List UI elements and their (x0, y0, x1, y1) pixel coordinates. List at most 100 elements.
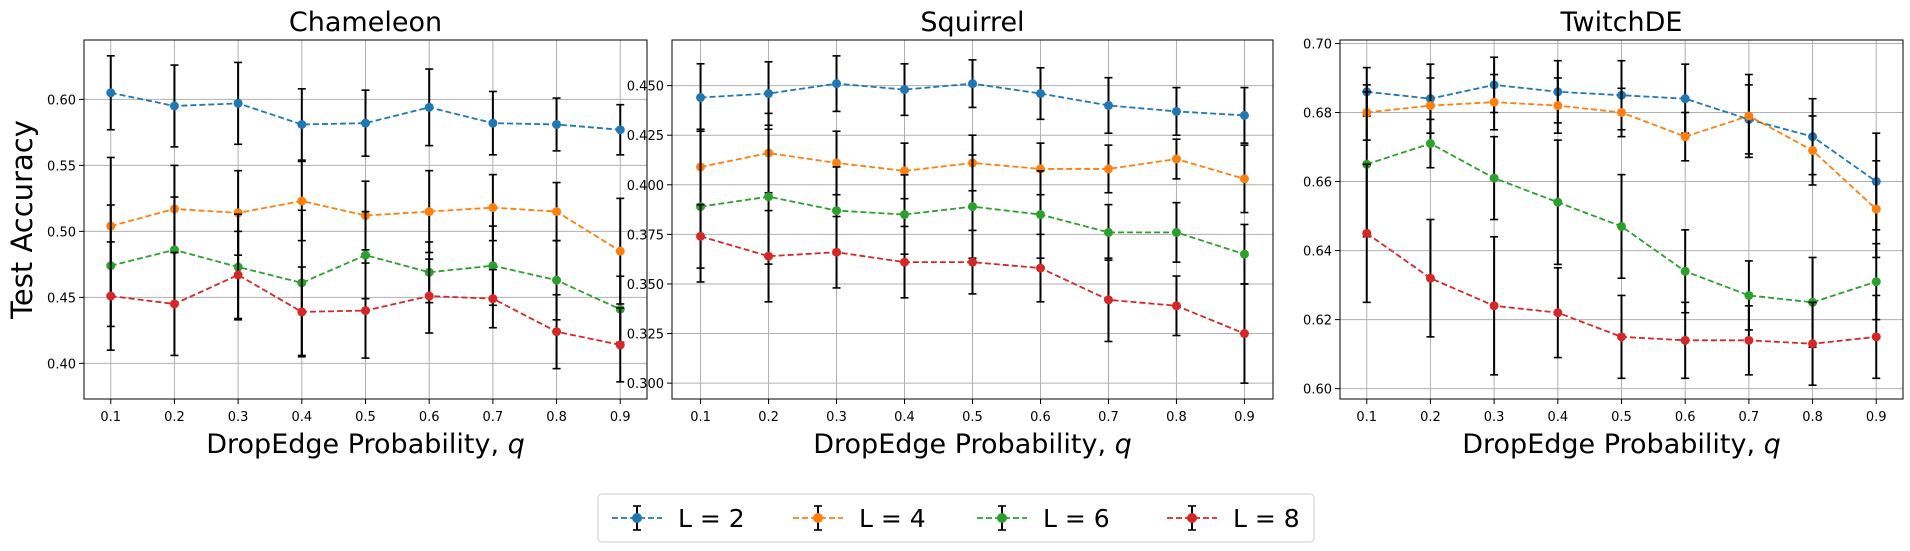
x-tick-label: 0.3 (826, 410, 847, 425)
data-point (968, 79, 977, 89)
x-tick-label: 0.7 (1739, 410, 1760, 425)
data-point (297, 307, 307, 317)
x-tick-label: 0.9 (1234, 410, 1255, 425)
data-point (1425, 139, 1435, 149)
data-point (832, 158, 842, 168)
data-point (1617, 221, 1626, 231)
x-tick-label: 0.2 (1420, 410, 1441, 425)
y-tick-label: 0.45 (47, 291, 76, 306)
y-tick-label: 0.60 (1303, 383, 1332, 398)
data-point (1680, 266, 1690, 276)
legend-entry-2: L = 4 (793, 504, 926, 533)
x-tick-label: 0.1 (100, 410, 121, 425)
x-tick-label: 0.6 (1675, 410, 1696, 425)
data-point (1489, 173, 1499, 183)
y-tick-label: 0.68 (1303, 106, 1332, 121)
data-point (1103, 227, 1113, 237)
x-tick-label: 0.3 (228, 410, 249, 425)
legend-label: L = 4 (859, 504, 926, 533)
y-axis-label: Test Accuracy (5, 120, 39, 320)
x-tick-label: 0.9 (610, 410, 631, 425)
data-point (900, 257, 910, 267)
y-tick-label: 0.70 (1303, 37, 1332, 52)
data-point (1744, 290, 1754, 300)
data-point (1871, 204, 1881, 214)
x-tick-label: 0.7 (1098, 410, 1119, 425)
data-point (424, 102, 434, 112)
data-point (1808, 145, 1818, 155)
data-point (968, 202, 977, 212)
panels: 0.1 0.2 0.3 0.4 0.5 0.6 0.7 0.8 0.9 0.40 0.45 0.50 0… (5, 7, 1904, 460)
x-tick-label: 0.6 (419, 410, 440, 425)
data-point (233, 98, 243, 108)
legend-marker (813, 513, 823, 523)
data-point (1489, 97, 1499, 107)
y-tick-label: 0.62 (1303, 314, 1332, 329)
legend-marker (1187, 513, 1197, 523)
data-point (233, 270, 243, 280)
y-tick-label: 0.425 (627, 129, 664, 144)
data-point (1035, 210, 1045, 220)
x-axis-label: DropEdge Probability, q (206, 429, 525, 460)
y-tick-label: 0.325 (627, 328, 664, 343)
data-point (764, 89, 774, 99)
legend-label: L = 8 (1233, 504, 1300, 533)
data-point (900, 85, 910, 95)
data-point (1171, 154, 1181, 164)
y-tick-label: 0.40 (47, 357, 76, 372)
data-point (764, 251, 774, 261)
data-point (1171, 301, 1181, 311)
data-point (764, 192, 774, 202)
data-point (488, 261, 498, 271)
x-tick-label: 0.1 (690, 410, 711, 425)
data-point (1035, 89, 1045, 99)
data-point (1744, 335, 1754, 345)
legend-box (597, 493, 1315, 543)
data-point (1239, 174, 1249, 184)
series-4 (106, 230, 625, 383)
data-point (1171, 227, 1181, 237)
x-tick-label: 0.3 (1484, 410, 1505, 425)
data-point (1425, 273, 1435, 283)
y-tick-label: 0.350 (627, 278, 664, 293)
x-tick-label: 0.5 (355, 410, 376, 425)
data-point (1553, 308, 1563, 318)
legend-entry-1: L = 2 (612, 504, 745, 533)
series-1 (696, 55, 1249, 144)
data-point (106, 291, 116, 301)
data-point (832, 247, 842, 257)
data-point (233, 208, 243, 218)
data-point (696, 93, 706, 103)
x-tick-label: 0.9 (1866, 410, 1887, 425)
x-tick-label: 0.5 (962, 410, 983, 425)
data-point (488, 203, 498, 213)
panel-title: Squirrel (920, 7, 1024, 38)
x-tick-label: 0.2 (758, 410, 779, 425)
data-point (1680, 335, 1690, 345)
x-tick-label: 0.5 (1611, 410, 1632, 425)
data-point (297, 196, 307, 206)
x-axis-label: DropEdge Probability, q (813, 429, 1132, 460)
data-point (1617, 332, 1626, 342)
data-point (1239, 110, 1249, 120)
x-tick-label: 0.8 (546, 410, 567, 425)
data-point (1425, 101, 1435, 111)
data-point (424, 207, 434, 217)
legend-marker (997, 513, 1007, 523)
y-tick-label: 0.400 (627, 179, 664, 194)
data-point (1239, 249, 1249, 259)
y-tick-label: 0.60 (47, 93, 76, 108)
data-point (552, 119, 562, 129)
data-point (106, 88, 116, 98)
chart-panel-2: 0.1 0.2 0.3 0.4 0.5 0.6 0.7 0.8 0.9 0.300 0.325 0.3… (627, 7, 1274, 460)
legend-label: L = 2 (678, 504, 745, 533)
data-point (361, 250, 370, 260)
legend-label: L = 6 (1043, 504, 1110, 533)
data-point (361, 306, 370, 316)
data-point (1171, 106, 1181, 116)
data-point (1103, 164, 1113, 174)
data-point (297, 119, 307, 129)
data-point (1680, 132, 1690, 142)
data-point (169, 299, 179, 309)
x-tick-label: 0.4 (291, 410, 312, 425)
